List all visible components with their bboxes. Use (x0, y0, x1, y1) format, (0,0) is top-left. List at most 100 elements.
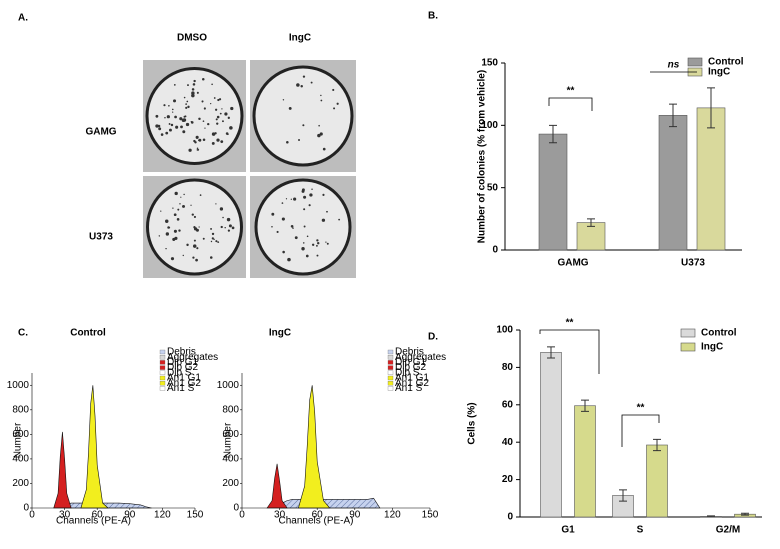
colony-dot (165, 131, 169, 135)
y-axis-label: Number (223, 422, 234, 458)
dish (252, 65, 354, 167)
legend-label: An1 G2 (395, 378, 429, 389)
colony-dot (301, 188, 305, 192)
colony-dot (191, 213, 194, 216)
colony-dot (332, 88, 335, 92)
colony-dot (211, 141, 215, 145)
colony-dot (303, 225, 306, 228)
legend-label: Debris (395, 347, 424, 358)
colony-dot (186, 243, 189, 247)
annotation: ** (637, 403, 645, 414)
bar (658, 115, 688, 251)
colony-dot (216, 138, 220, 142)
annotation: ns (668, 60, 680, 71)
colony-dot (177, 208, 180, 211)
significance-bracket (621, 414, 660, 447)
colony-dot (326, 210, 328, 213)
colony-dot (204, 127, 206, 129)
colony-dot (191, 93, 195, 98)
colony-dot (227, 229, 231, 232)
y-tick-label: 150 (481, 58, 498, 69)
colony-dot (201, 100, 204, 103)
x-tick-label: 60 (312, 510, 324, 521)
legend-swatch (159, 386, 166, 391)
colony-dot (210, 227, 213, 230)
colony-dot (198, 226, 200, 228)
colony-dot (217, 98, 220, 102)
colony-dot (316, 254, 319, 257)
colony-dot (172, 237, 176, 241)
colony-dot (220, 140, 224, 144)
colony-dot (321, 218, 326, 222)
dish (254, 178, 352, 276)
colony-images (143, 60, 356, 278)
x-tick-label: 30 (274, 510, 286, 521)
colony-dot (296, 83, 300, 87)
x-tick-label: 30 (59, 510, 71, 521)
colony-dot (170, 123, 174, 127)
chart-title: IngC (269, 328, 291, 339)
colony-dot (338, 218, 341, 221)
colony-dot (214, 132, 217, 135)
colony-dot (167, 226, 170, 229)
colony-dot (197, 148, 200, 151)
colony-dot (213, 97, 216, 99)
column-label: IngC (289, 33, 311, 44)
legend-label: Control (701, 328, 737, 339)
colony-dot (183, 115, 186, 118)
colony-dot (175, 125, 179, 129)
x-tick-label: GAMG (557, 258, 588, 269)
colony-dot (191, 88, 195, 91)
colony-dot (190, 121, 192, 123)
legend-swatch (387, 386, 394, 391)
legend-swatch (159, 365, 166, 370)
colony-dot (163, 104, 166, 107)
colony-dot (303, 208, 306, 211)
colony-dot (302, 124, 305, 127)
colony-dot (228, 224, 232, 228)
y-tick-label: 400 (222, 454, 239, 465)
colony-dot (300, 85, 303, 88)
y-tick-label: 100 (496, 325, 513, 336)
colony-dot (311, 243, 315, 246)
legend-swatch (387, 365, 394, 370)
y-tick-label: 0 (492, 245, 498, 256)
y-tick-label: 1000 (7, 380, 30, 391)
legend-label: Dip S (167, 367, 192, 378)
colony-dot (322, 147, 326, 151)
histogram-area (80, 385, 109, 509)
colony-dot (216, 122, 219, 125)
colony-dot (317, 133, 321, 138)
colony-dot (207, 122, 210, 126)
colony-dot (182, 130, 186, 134)
y-tick-label: 80 (502, 362, 514, 373)
colony-dot (169, 128, 172, 132)
colony-dot (292, 227, 294, 229)
colony-dot (187, 84, 189, 87)
colony-dot (305, 254, 309, 258)
colony-dot (182, 204, 186, 208)
x-tick-label: S (637, 525, 644, 536)
colony-dot (196, 147, 199, 150)
legend-swatch (387, 381, 394, 386)
y-tick-label: 0 (23, 503, 29, 514)
colony-dot (182, 254, 184, 257)
error-bar (707, 87, 715, 129)
y-axis-label: Number (13, 422, 24, 458)
legend-swatch (687, 57, 703, 67)
bar (576, 222, 606, 251)
colony-dot (199, 194, 202, 196)
colony-dot (176, 218, 180, 221)
colony-dot (173, 229, 177, 233)
legend-swatch (680, 328, 696, 338)
colony-dot (186, 100, 189, 103)
colony-dot (302, 75, 306, 78)
legend-label: Dip S (395, 367, 420, 378)
error-bar (741, 512, 749, 516)
colony-dot (168, 104, 170, 107)
x-tick-label: 90 (349, 510, 361, 521)
histogram-area (279, 497, 381, 509)
colony-dot (271, 225, 273, 228)
legend-label: An1 G1 (167, 373, 201, 384)
